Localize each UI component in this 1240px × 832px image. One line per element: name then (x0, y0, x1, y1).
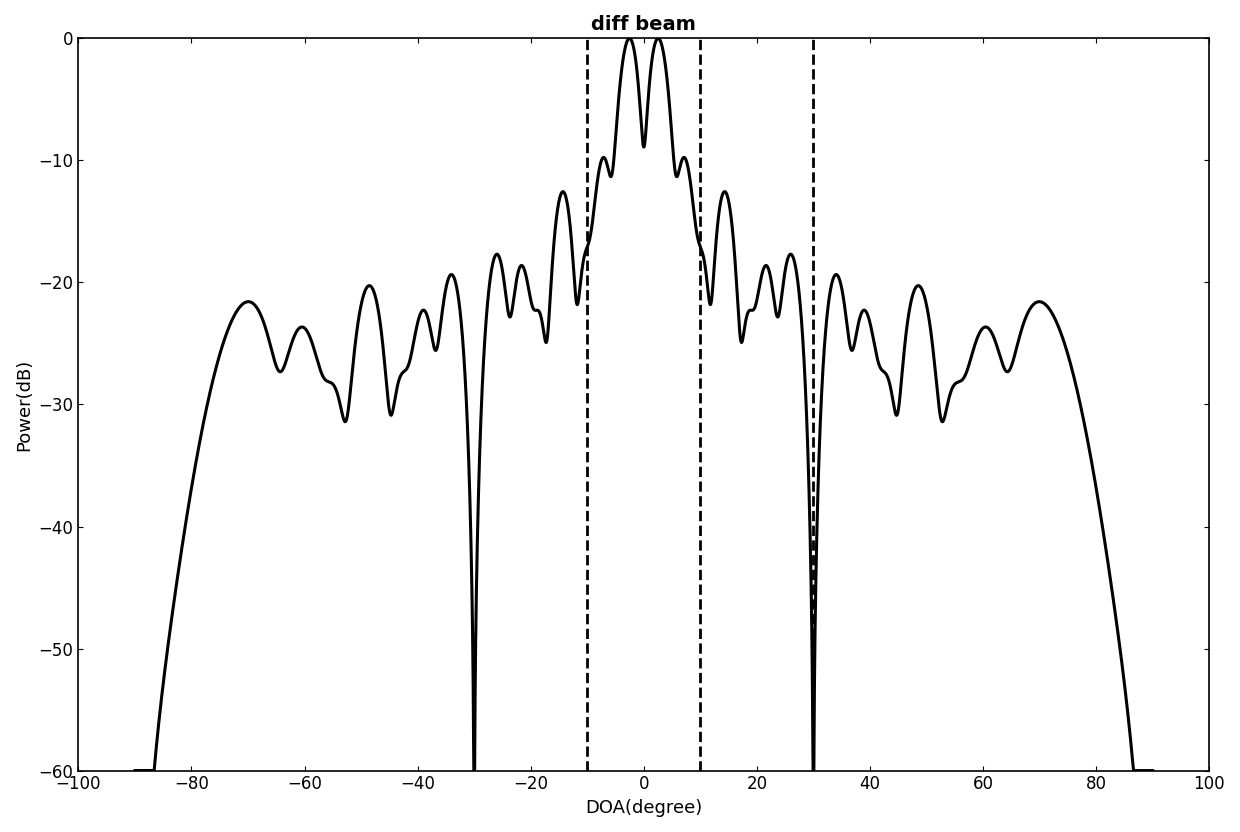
Title: diff beam: diff beam (591, 15, 696, 34)
X-axis label: DOA(degree): DOA(degree) (585, 799, 702, 817)
Y-axis label: Power(dB): Power(dB) (15, 359, 33, 451)
